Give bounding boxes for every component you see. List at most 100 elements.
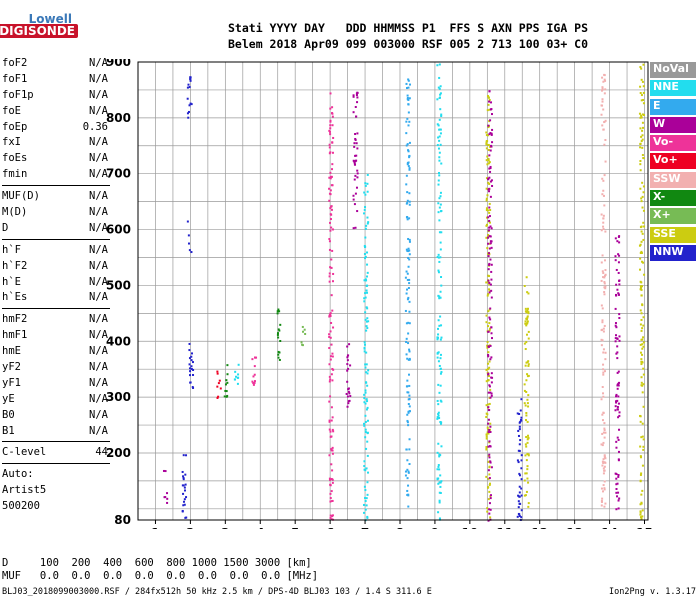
echo-point bbox=[527, 505, 530, 508]
echo-point bbox=[485, 134, 488, 137]
echo-point bbox=[182, 476, 185, 479]
echo-point bbox=[407, 86, 410, 89]
echo-point bbox=[519, 420, 522, 423]
echo-point bbox=[440, 445, 443, 448]
echo-point bbox=[329, 127, 332, 130]
echo-point bbox=[439, 128, 442, 131]
echo-point bbox=[639, 309, 642, 312]
echo-point bbox=[277, 353, 280, 356]
echo-point bbox=[405, 120, 408, 123]
echo-point bbox=[603, 487, 606, 490]
echo-point bbox=[189, 76, 192, 79]
echo-point bbox=[437, 351, 440, 354]
echo-point bbox=[331, 416, 334, 419]
echo-point bbox=[405, 82, 408, 85]
echo-point bbox=[616, 240, 619, 243]
echo-point bbox=[642, 185, 645, 188]
echo-point bbox=[408, 97, 411, 100]
param-name: fmin bbox=[2, 168, 28, 181]
echo-point bbox=[437, 414, 440, 417]
echo-point bbox=[224, 389, 227, 392]
echo-point bbox=[523, 494, 526, 497]
echo-point bbox=[525, 311, 528, 314]
echo-point bbox=[641, 181, 644, 184]
echo-point bbox=[526, 315, 529, 318]
echo-point bbox=[406, 117, 409, 120]
echo-point bbox=[407, 332, 410, 335]
echo-point bbox=[618, 414, 621, 417]
echo-point bbox=[406, 191, 409, 194]
echo-point bbox=[616, 408, 619, 411]
echo-point bbox=[616, 337, 619, 340]
echo-point bbox=[487, 255, 490, 258]
echo-point bbox=[642, 102, 645, 105]
echo-point bbox=[641, 129, 644, 132]
echo-point bbox=[181, 509, 184, 512]
param-row-hmf2: hmF2 N/A bbox=[2, 312, 110, 328]
echo-point bbox=[332, 280, 335, 283]
echo-point bbox=[354, 192, 357, 195]
echo-point bbox=[236, 382, 239, 385]
echo-point bbox=[641, 509, 644, 512]
echo-point bbox=[226, 381, 229, 384]
echo-point bbox=[276, 333, 279, 336]
param-value: N/A bbox=[89, 424, 108, 437]
echo-point bbox=[182, 492, 185, 495]
echo-point bbox=[639, 268, 642, 271]
echo-point bbox=[189, 374, 192, 377]
echo-point bbox=[615, 473, 618, 476]
echo-point bbox=[188, 104, 191, 107]
echo-point bbox=[406, 143, 409, 146]
echo-point bbox=[600, 229, 603, 232]
echo-point bbox=[641, 80, 644, 83]
echo-point bbox=[328, 420, 331, 423]
echo-point bbox=[604, 285, 607, 288]
param-row-foe: foE N/A bbox=[2, 104, 110, 120]
plot-background bbox=[138, 62, 648, 520]
echo-point bbox=[488, 508, 491, 511]
echo-point bbox=[366, 516, 369, 519]
echo-point bbox=[490, 332, 493, 335]
echo-point bbox=[487, 236, 490, 239]
echo-point bbox=[616, 436, 619, 439]
echo-point bbox=[439, 191, 442, 194]
echo-point bbox=[604, 119, 607, 122]
echo-point bbox=[604, 287, 607, 290]
echo-point bbox=[407, 165, 410, 168]
echo-point bbox=[331, 228, 334, 231]
echo-point bbox=[488, 283, 491, 286]
echo-point bbox=[354, 174, 357, 177]
echo-point bbox=[603, 427, 606, 430]
echo-point bbox=[408, 120, 411, 123]
echo-point bbox=[639, 251, 642, 254]
echo-point bbox=[190, 355, 193, 358]
echo-point bbox=[641, 146, 644, 149]
echo-point bbox=[365, 381, 368, 384]
echo-point bbox=[407, 342, 410, 345]
echo-point bbox=[437, 86, 440, 89]
echo-point bbox=[328, 248, 331, 251]
param-name: D bbox=[2, 221, 9, 234]
echo-point bbox=[352, 94, 355, 97]
header-values: Belem 2018 Apr09 099 003000 RSF 005 2 71… bbox=[228, 37, 589, 51]
echo-point bbox=[490, 356, 493, 359]
echo-point bbox=[352, 95, 355, 98]
echo-point bbox=[490, 376, 493, 379]
echo-point bbox=[364, 508, 367, 511]
x-tick-label: 6 bbox=[326, 526, 334, 529]
echo-point bbox=[642, 113, 645, 116]
echo-point bbox=[642, 209, 645, 212]
echo-point bbox=[639, 503, 642, 506]
echo-point bbox=[404, 470, 407, 473]
echo-point bbox=[353, 161, 356, 164]
echo-point bbox=[347, 367, 350, 370]
echo-point bbox=[366, 384, 369, 387]
echo-point bbox=[407, 411, 410, 414]
echo-point bbox=[487, 353, 490, 356]
echo-point bbox=[488, 308, 491, 311]
param-name: hmF2 bbox=[2, 313, 28, 326]
echo-point bbox=[331, 428, 334, 431]
echo-point bbox=[331, 249, 334, 252]
echo-point bbox=[603, 78, 606, 81]
echo-point bbox=[516, 412, 519, 415]
